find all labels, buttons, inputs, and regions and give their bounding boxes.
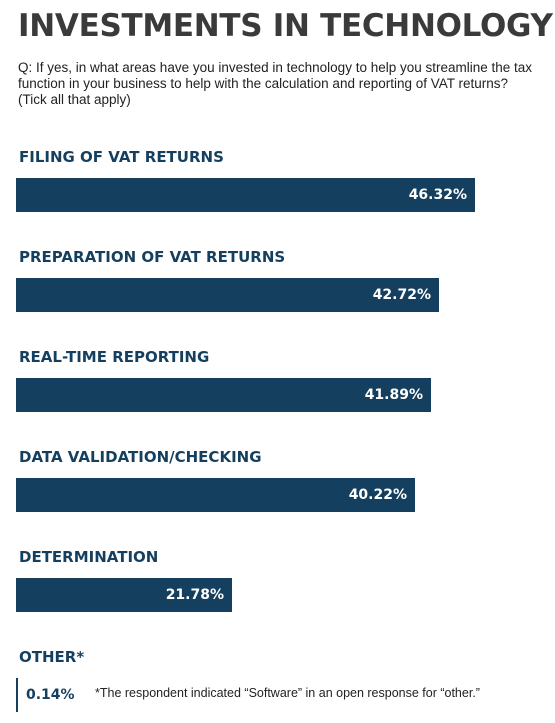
category-label: FILING OF VAT RETURNS xyxy=(19,148,224,166)
bar-value-label: 41.89% xyxy=(364,387,423,403)
bar: 42.72% xyxy=(16,278,439,312)
bar-value-label: 46.32% xyxy=(408,187,467,203)
category-label: OTHER* xyxy=(19,648,85,666)
category-label: REAL-TIME REPORTING xyxy=(19,348,210,366)
bar: 46.32% xyxy=(16,178,475,212)
bar: 40.22% xyxy=(16,478,415,512)
category-label: DETERMINATION xyxy=(19,548,159,566)
bar: 21.78% xyxy=(16,578,232,612)
category-label: PREPARATION OF VAT RETURNS xyxy=(19,248,286,266)
bar: 0.14% xyxy=(16,678,75,712)
bar: 41.89% xyxy=(16,378,431,412)
bar-value-label: 42.72% xyxy=(372,287,431,303)
bar-value-label: 21.78% xyxy=(165,587,224,603)
survey-question: Q: If yes, in what areas have you invest… xyxy=(18,60,533,107)
bar-chart: FILING OF VAT RETURNS 46.32% PREPARATION O… xyxy=(0,140,555,723)
chart-title: INVESTMENTS IN TECHNOLOGY xyxy=(18,8,553,44)
footnote: *The respondent indicated “Software” in … xyxy=(95,686,480,700)
bar-value-label: 40.22% xyxy=(348,487,407,503)
bar-value-label: 0.14% xyxy=(26,687,75,703)
category-label: DATA VALIDATION/CHECKING xyxy=(19,448,262,466)
